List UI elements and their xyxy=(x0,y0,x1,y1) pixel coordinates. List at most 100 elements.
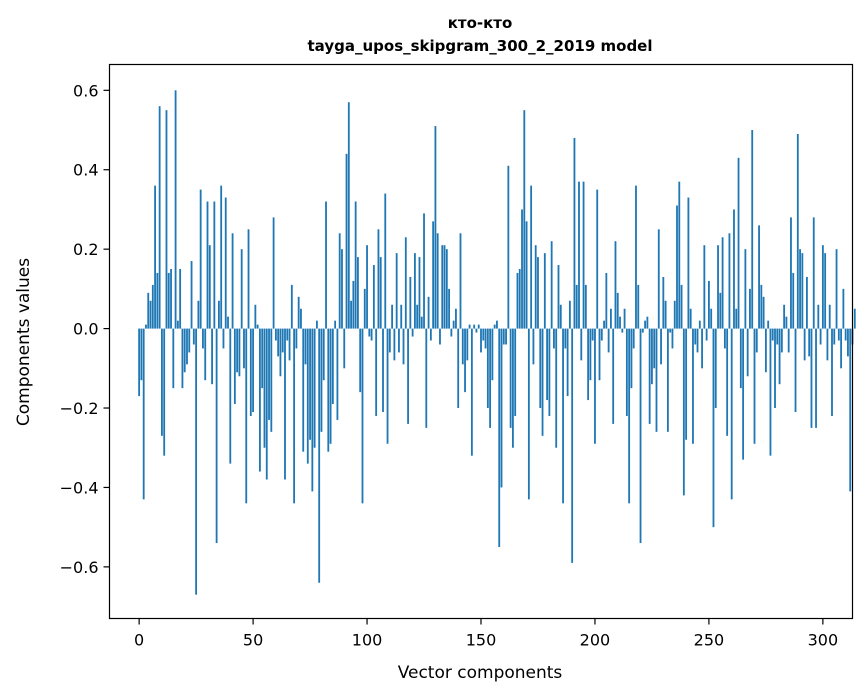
bar xyxy=(767,320,770,329)
bar xyxy=(361,328,364,504)
x-tick-label: 200 xyxy=(580,631,611,650)
bar xyxy=(673,300,676,329)
plot-frame xyxy=(108,63,854,620)
bar xyxy=(621,328,624,333)
bar xyxy=(172,328,175,389)
bar xyxy=(705,328,708,341)
bar xyxy=(744,249,747,329)
bar xyxy=(655,328,658,432)
bar xyxy=(751,130,754,329)
bar xyxy=(486,328,489,409)
bar xyxy=(849,328,852,492)
y-axis-label: Components values xyxy=(14,258,34,426)
bar xyxy=(687,197,690,329)
bar xyxy=(391,304,394,329)
bar xyxy=(512,328,514,448)
bar xyxy=(423,213,425,329)
bar xyxy=(694,328,697,345)
bar xyxy=(794,328,797,412)
bar xyxy=(607,328,610,353)
bar xyxy=(259,328,261,472)
bar xyxy=(325,201,327,329)
bar xyxy=(721,237,724,329)
bar xyxy=(443,245,446,329)
bar xyxy=(427,296,430,329)
bar xyxy=(548,328,551,416)
bar xyxy=(493,324,496,329)
bar xyxy=(735,308,738,329)
bar xyxy=(669,328,672,333)
bar xyxy=(215,328,218,544)
bar xyxy=(434,126,437,329)
bar xyxy=(222,328,225,349)
bar xyxy=(826,328,829,361)
bar xyxy=(473,324,476,329)
bar xyxy=(204,328,207,381)
x-tick-label: 250 xyxy=(694,631,725,650)
bar xyxy=(644,320,647,329)
bar xyxy=(689,308,692,329)
bar xyxy=(233,328,236,405)
bar xyxy=(708,280,710,329)
bar xyxy=(138,328,141,397)
bar xyxy=(842,288,845,329)
bar xyxy=(302,328,305,452)
bar xyxy=(537,257,539,329)
bar xyxy=(263,328,266,448)
bar xyxy=(236,328,239,373)
bar xyxy=(411,328,414,337)
bar xyxy=(532,328,535,365)
bar xyxy=(475,328,478,333)
bar xyxy=(733,209,735,329)
bar xyxy=(229,328,232,464)
bar xyxy=(290,284,293,329)
bar xyxy=(151,284,154,329)
bar xyxy=(395,253,398,329)
bar xyxy=(480,328,482,353)
bar xyxy=(489,328,492,428)
bar xyxy=(197,300,200,329)
bar xyxy=(505,328,507,345)
y-tick-label: 0.4 xyxy=(73,161,98,180)
bar xyxy=(566,328,569,397)
bar xyxy=(806,276,808,329)
bar xyxy=(753,328,756,444)
bar xyxy=(764,328,767,373)
bar xyxy=(398,328,400,353)
bar xyxy=(614,241,617,329)
bar xyxy=(739,328,742,389)
bar xyxy=(224,197,227,329)
bar xyxy=(719,292,722,329)
bar xyxy=(425,328,428,428)
bar xyxy=(388,328,391,353)
bar xyxy=(648,328,651,424)
bar xyxy=(217,300,220,329)
bar xyxy=(571,328,574,563)
bar xyxy=(821,245,824,329)
bar xyxy=(632,328,635,349)
bar xyxy=(208,245,211,329)
bar xyxy=(771,328,774,341)
bar xyxy=(562,328,564,504)
bar xyxy=(500,328,503,488)
bar xyxy=(482,328,485,341)
bar xyxy=(352,280,355,329)
bar xyxy=(630,328,633,389)
bar xyxy=(470,328,473,456)
chart-title: кто-кто xyxy=(448,14,513,32)
bar xyxy=(612,328,615,424)
bar xyxy=(322,328,325,381)
bar xyxy=(792,272,795,329)
bar xyxy=(790,217,792,329)
bar xyxy=(815,328,817,428)
bar xyxy=(407,328,409,424)
bar xyxy=(564,328,567,349)
bar xyxy=(183,328,186,373)
bar xyxy=(334,320,337,329)
bar xyxy=(306,328,309,464)
bar xyxy=(158,106,161,329)
bar xyxy=(817,304,820,329)
bar xyxy=(384,193,387,329)
bar xyxy=(799,249,801,329)
bar xyxy=(587,328,590,401)
